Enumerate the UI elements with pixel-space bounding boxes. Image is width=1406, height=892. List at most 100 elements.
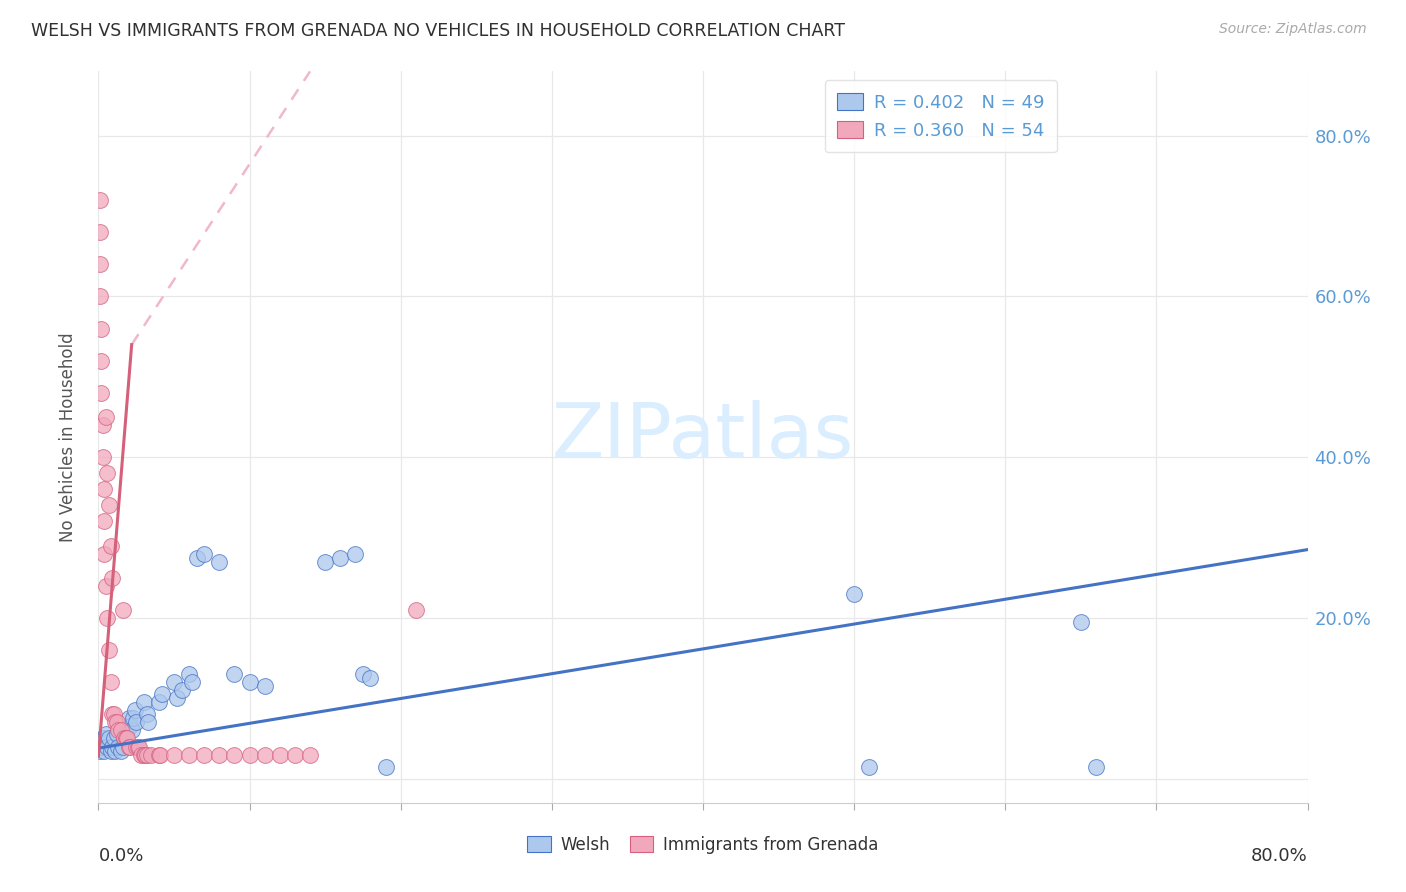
Point (110, 743, 132, 757)
Point (120, 719, 142, 733)
Point (111, 739, 134, 754)
Point (186, 550, 208, 565)
Point (125, 739, 148, 754)
Point (374, 759, 396, 773)
Point (112, 731, 135, 746)
Point (91, 417, 114, 432)
Point (90, 321, 112, 335)
Text: ZIPatlas: ZIPatlas (551, 401, 855, 474)
Point (163, 747, 186, 762)
Point (115, 731, 138, 746)
Point (91, 450, 114, 465)
Point (170, 683, 193, 698)
Point (96, 467, 118, 481)
Point (253, 747, 276, 762)
Point (93, 515, 115, 529)
Point (224, 667, 246, 681)
Point (114, 727, 136, 741)
Point (150, 687, 173, 701)
Point (89, 193, 111, 207)
Point (1070, 615, 1092, 629)
Point (132, 695, 155, 709)
Point (122, 711, 145, 725)
Point (90, 739, 112, 754)
Point (100, 539, 122, 553)
Point (105, 715, 128, 730)
Point (98, 731, 121, 746)
Point (181, 675, 204, 690)
Point (89, 289, 111, 303)
Point (352, 667, 374, 681)
Point (124, 703, 146, 717)
Point (91, 731, 114, 746)
Point (1085, 759, 1108, 773)
Point (94, 409, 117, 424)
Point (344, 547, 367, 561)
Point (135, 707, 157, 722)
Point (224, 747, 246, 762)
Point (111, 603, 134, 617)
Point (112, 731, 135, 746)
Point (314, 555, 336, 569)
Point (179, 747, 201, 762)
Point (98, 499, 121, 513)
Point (107, 723, 129, 738)
Point (208, 555, 231, 569)
Point (163, 675, 186, 690)
Y-axis label: No Vehicles in Household: No Vehicles in Household (59, 332, 77, 542)
Point (103, 731, 125, 746)
Point (253, 679, 276, 693)
Point (299, 747, 322, 762)
Point (179, 667, 201, 681)
Point (858, 759, 880, 773)
Point (208, 747, 231, 762)
Point (284, 747, 307, 762)
Point (101, 739, 124, 754)
Point (100, 675, 122, 690)
Point (136, 715, 159, 730)
Point (89, 257, 111, 271)
Point (98, 643, 121, 657)
Point (193, 547, 215, 561)
Point (121, 723, 143, 738)
Text: 80.0%: 80.0% (1251, 847, 1308, 864)
Point (120, 739, 142, 754)
Point (89, 225, 111, 239)
Legend: Welsh, Immigrants from Grenada: Welsh, Immigrants from Grenada (520, 829, 886, 860)
Point (239, 675, 262, 690)
Point (269, 747, 291, 762)
Point (129, 747, 152, 762)
Point (239, 747, 262, 762)
Point (104, 715, 127, 730)
Text: WELSH VS IMMIGRANTS FROM GRENADA NO VEHICLES IN HOUSEHOLD CORRELATION CHART: WELSH VS IMMIGRANTS FROM GRENADA NO VEHI… (31, 22, 845, 40)
Point (149, 747, 172, 762)
Point (114, 731, 136, 746)
Point (125, 715, 148, 730)
Point (844, 587, 866, 601)
Point (118, 711, 141, 725)
Point (166, 691, 188, 706)
Point (105, 727, 128, 741)
Point (103, 707, 125, 722)
Point (148, 695, 170, 709)
Point (93, 483, 115, 497)
Text: 0.0%: 0.0% (98, 847, 143, 864)
Point (148, 747, 170, 762)
Point (96, 739, 118, 754)
Point (360, 671, 382, 685)
Point (134, 747, 156, 762)
Point (110, 723, 132, 738)
Point (107, 739, 129, 754)
Point (127, 739, 149, 754)
Point (93, 743, 115, 757)
Point (96, 611, 118, 625)
Point (94, 579, 117, 593)
Point (405, 603, 427, 617)
Point (90, 385, 112, 400)
Point (141, 747, 163, 762)
Point (135, 747, 157, 762)
Point (104, 743, 127, 757)
Point (329, 550, 352, 565)
Point (90, 353, 112, 368)
Point (101, 707, 124, 722)
